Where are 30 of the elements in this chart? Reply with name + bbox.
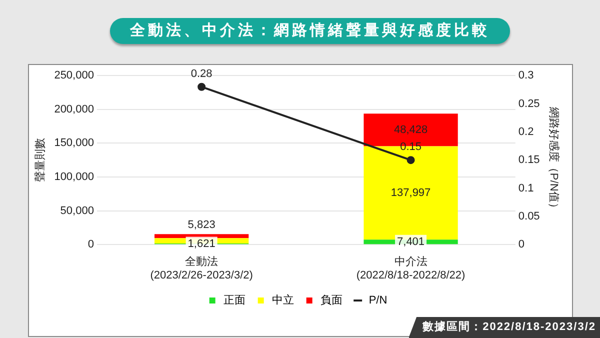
data-label: 48,428 xyxy=(394,124,428,136)
data-label: 5,823 xyxy=(188,219,216,232)
y2-tick-label: 0.2 xyxy=(518,126,534,138)
y-tick-label: 50,000 xyxy=(60,204,94,217)
y-axis-title: 聲量則數 xyxy=(34,138,47,182)
y2-axis-title: 網路好感度（P/N值） xyxy=(547,106,560,214)
y-tick-label: 150,000 xyxy=(54,137,94,150)
data-label: 137,997 xyxy=(390,186,431,199)
legend-label: P/N xyxy=(368,294,388,307)
x-tick-label: 全動法 (2023/2/26-2023/3/2) xyxy=(150,255,253,282)
legend-label: 中立 xyxy=(272,294,294,307)
y2-tick-label: 0.15 xyxy=(518,154,540,166)
x-tick-label: 中介法 (2022/8/18-2022/8/22) xyxy=(356,255,466,282)
data-label: 7,401 xyxy=(397,236,425,248)
y-tick-label: 100,000 xyxy=(54,171,94,184)
y-tick-label: 200,000 xyxy=(54,103,94,116)
data-label: 1,621 xyxy=(188,238,216,250)
y2-tick-label: 0.3 xyxy=(518,70,534,82)
y2-tick-label: 0.1 xyxy=(518,182,534,194)
chart-title: 全動法、中介法：網路情緒聲量與好感度比較 xyxy=(110,18,510,44)
data-label: 0.28 xyxy=(190,68,212,80)
legend-label: 負面 xyxy=(320,294,342,307)
bar xyxy=(154,234,249,238)
text: 數據區間：2022/8/18-2023/3/2 xyxy=(408,317,600,338)
legend-label: 正面 xyxy=(223,294,246,307)
y2-tick-label: 0.05 xyxy=(518,210,540,222)
y-tick-label: 250,000 xyxy=(54,70,94,82)
y2-tick-label: 0.25 xyxy=(518,98,540,110)
y2-tick-label: 0 xyxy=(518,238,525,251)
y-tick-label: 0 xyxy=(88,238,94,251)
